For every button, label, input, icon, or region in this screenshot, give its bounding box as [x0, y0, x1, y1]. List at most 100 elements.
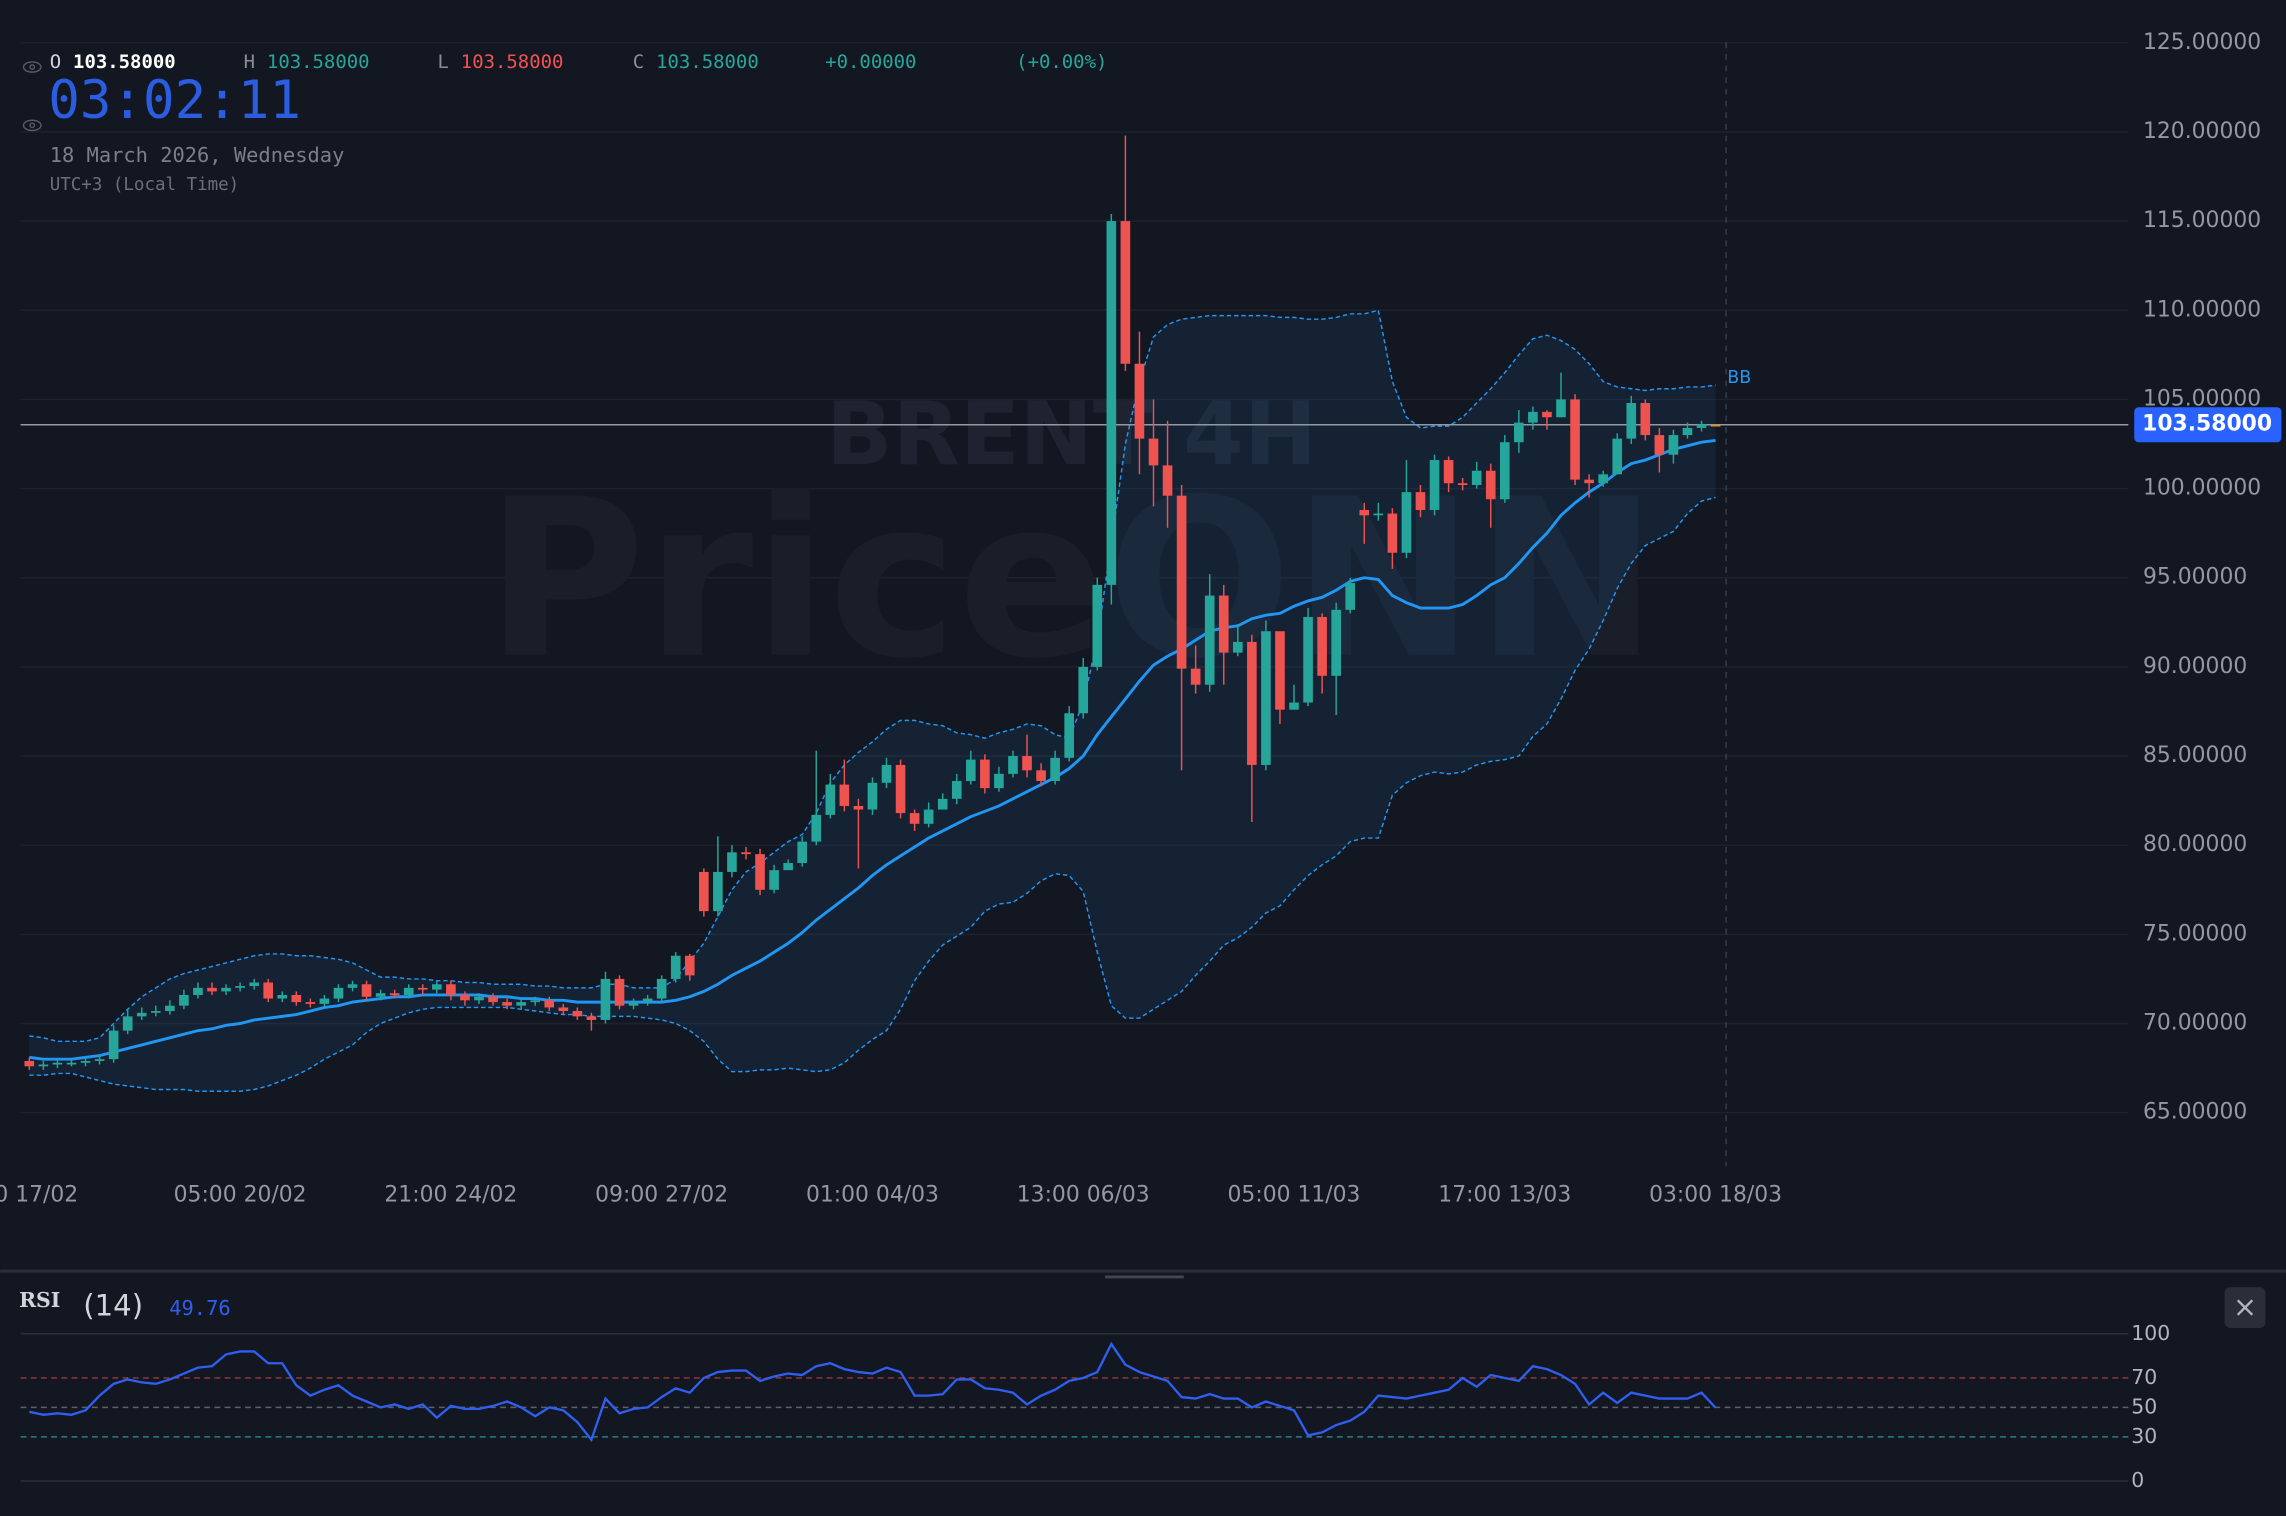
- candle-body: [24, 1060, 35, 1067]
- candle-body: [375, 993, 386, 997]
- rsi-tick-label: 100: [2131, 1321, 2170, 1345]
- clock: 03:02:11: [48, 70, 301, 131]
- candle-body: [1696, 424, 1707, 428]
- close-button[interactable]: [2224, 1287, 2266, 1328]
- candle-body: [1022, 756, 1032, 771]
- candle-body: [122, 1016, 133, 1031]
- candle-body: [277, 994, 288, 999]
- candle-body: [94, 1059, 105, 1061]
- candle-body: [895, 764, 906, 814]
- x-tick-label: 21:00 24/02: [384, 1182, 517, 1207]
- candle-body: [80, 1060, 91, 1063]
- candle-body: [1499, 442, 1510, 500]
- candle-body: [474, 996, 484, 1001]
- candle-body: [769, 870, 779, 890]
- ohlc-key: L: [437, 51, 448, 73]
- candle-body: [488, 996, 498, 1003]
- x-tick-label: 03:00 18/03: [1649, 1182, 1782, 1207]
- candle-body: [572, 1011, 583, 1017]
- y-tick-label: 125.00000: [2143, 30, 2261, 55]
- rsi-line: [29, 1341, 1717, 1443]
- candle-body: [235, 986, 245, 988]
- candle-body: [38, 1064, 49, 1067]
- candle-body: [1415, 492, 1426, 510]
- candle-body: [432, 984, 442, 990]
- candle-body: [179, 994, 189, 1006]
- rsi-title: RSI: [19, 1288, 60, 1312]
- ohlc-value: 103.58000: [461, 51, 564, 73]
- candle-body: [1261, 631, 1271, 765]
- candle-body: [1626, 402, 1637, 439]
- candle-body: [1148, 438, 1159, 466]
- candle-body: [193, 987, 203, 995]
- candle-body: [347, 984, 358, 988]
- candle-body: [670, 955, 681, 979]
- candle-body: [389, 993, 400, 995]
- candle-body: [108, 1030, 119, 1060]
- date: 18 March 2026, Wednesday: [50, 143, 345, 167]
- candle-body: [249, 982, 259, 987]
- candle-body: [263, 982, 274, 999]
- candle-body: [966, 759, 976, 782]
- ohlc-key: H: [244, 51, 255, 73]
- candle-body: [881, 764, 892, 783]
- rsi-tick-label: 0: [2131, 1468, 2144, 1492]
- ohlc-key: C: [633, 51, 644, 73]
- candle-body: [1106, 221, 1117, 585]
- x-tick-label: 00 17/02: [0, 1182, 78, 1207]
- candle-body: [684, 955, 695, 976]
- candle-body: [460, 994, 470, 1001]
- y-tick-label: 90.00000: [2143, 654, 2247, 679]
- candle-body: [839, 784, 850, 806]
- candle-body: [1514, 422, 1524, 443]
- candle-body: [811, 814, 822, 842]
- candle-body: [417, 987, 428, 990]
- candle-body: [783, 863, 793, 871]
- candle-body: [1471, 470, 1482, 486]
- rsi-period: (14): [83, 1289, 143, 1323]
- candle-body: [755, 854, 765, 890]
- change: +0.00000: [825, 51, 916, 73]
- x-tick-label: 17:00 13/03: [1438, 1182, 1571, 1207]
- indicator-label: BB: [1727, 368, 1751, 388]
- candle-body: [1190, 668, 1201, 685]
- candle-body: [1331, 609, 1341, 676]
- candle-body: [825, 784, 836, 815]
- candle-body: [1612, 438, 1623, 475]
- candle-body: [1064, 713, 1074, 758]
- y-tick-label: 120.00000: [2143, 119, 2261, 144]
- rsi-tick-label: 70: [2131, 1365, 2157, 1389]
- candle-body: [994, 773, 1004, 789]
- candle-body: [951, 781, 962, 799]
- candle-body: [1387, 513, 1398, 553]
- candle-body: [1218, 595, 1229, 653]
- candle-body: [1050, 757, 1060, 782]
- candle-body: [614, 978, 625, 1006]
- watermark-symbol: BRENT 4H: [826, 383, 1317, 485]
- last-price-box: [2134, 407, 2282, 443]
- candle-body: [699, 871, 709, 912]
- candle-body: [656, 978, 667, 999]
- candle-body: [1275, 631, 1285, 710]
- y-tick-label: 110.00000: [2143, 297, 2261, 322]
- band-fill: [29, 310, 1716, 1092]
- eye-icon: [22, 61, 42, 132]
- ohlc-key: O: [50, 51, 61, 73]
- candle-body: [1542, 411, 1552, 418]
- candle-body: [291, 994, 302, 1003]
- y-tick-label: 115.00000: [2143, 208, 2261, 233]
- candle-body: [1443, 460, 1454, 484]
- candle-body: [1668, 435, 1679, 455]
- candle-body: [1359, 509, 1370, 516]
- candle-body: [361, 984, 372, 997]
- candle-body: [642, 998, 653, 1003]
- last-price-label: 103.58000: [2142, 412, 2272, 437]
- y-tick-label: 75.00000: [2143, 921, 2247, 946]
- candle-body: [502, 1002, 512, 1006]
- close-icon[interactable]: [2236, 1299, 2254, 1316]
- candle-body: [207, 987, 217, 992]
- candle-body: [66, 1062, 77, 1065]
